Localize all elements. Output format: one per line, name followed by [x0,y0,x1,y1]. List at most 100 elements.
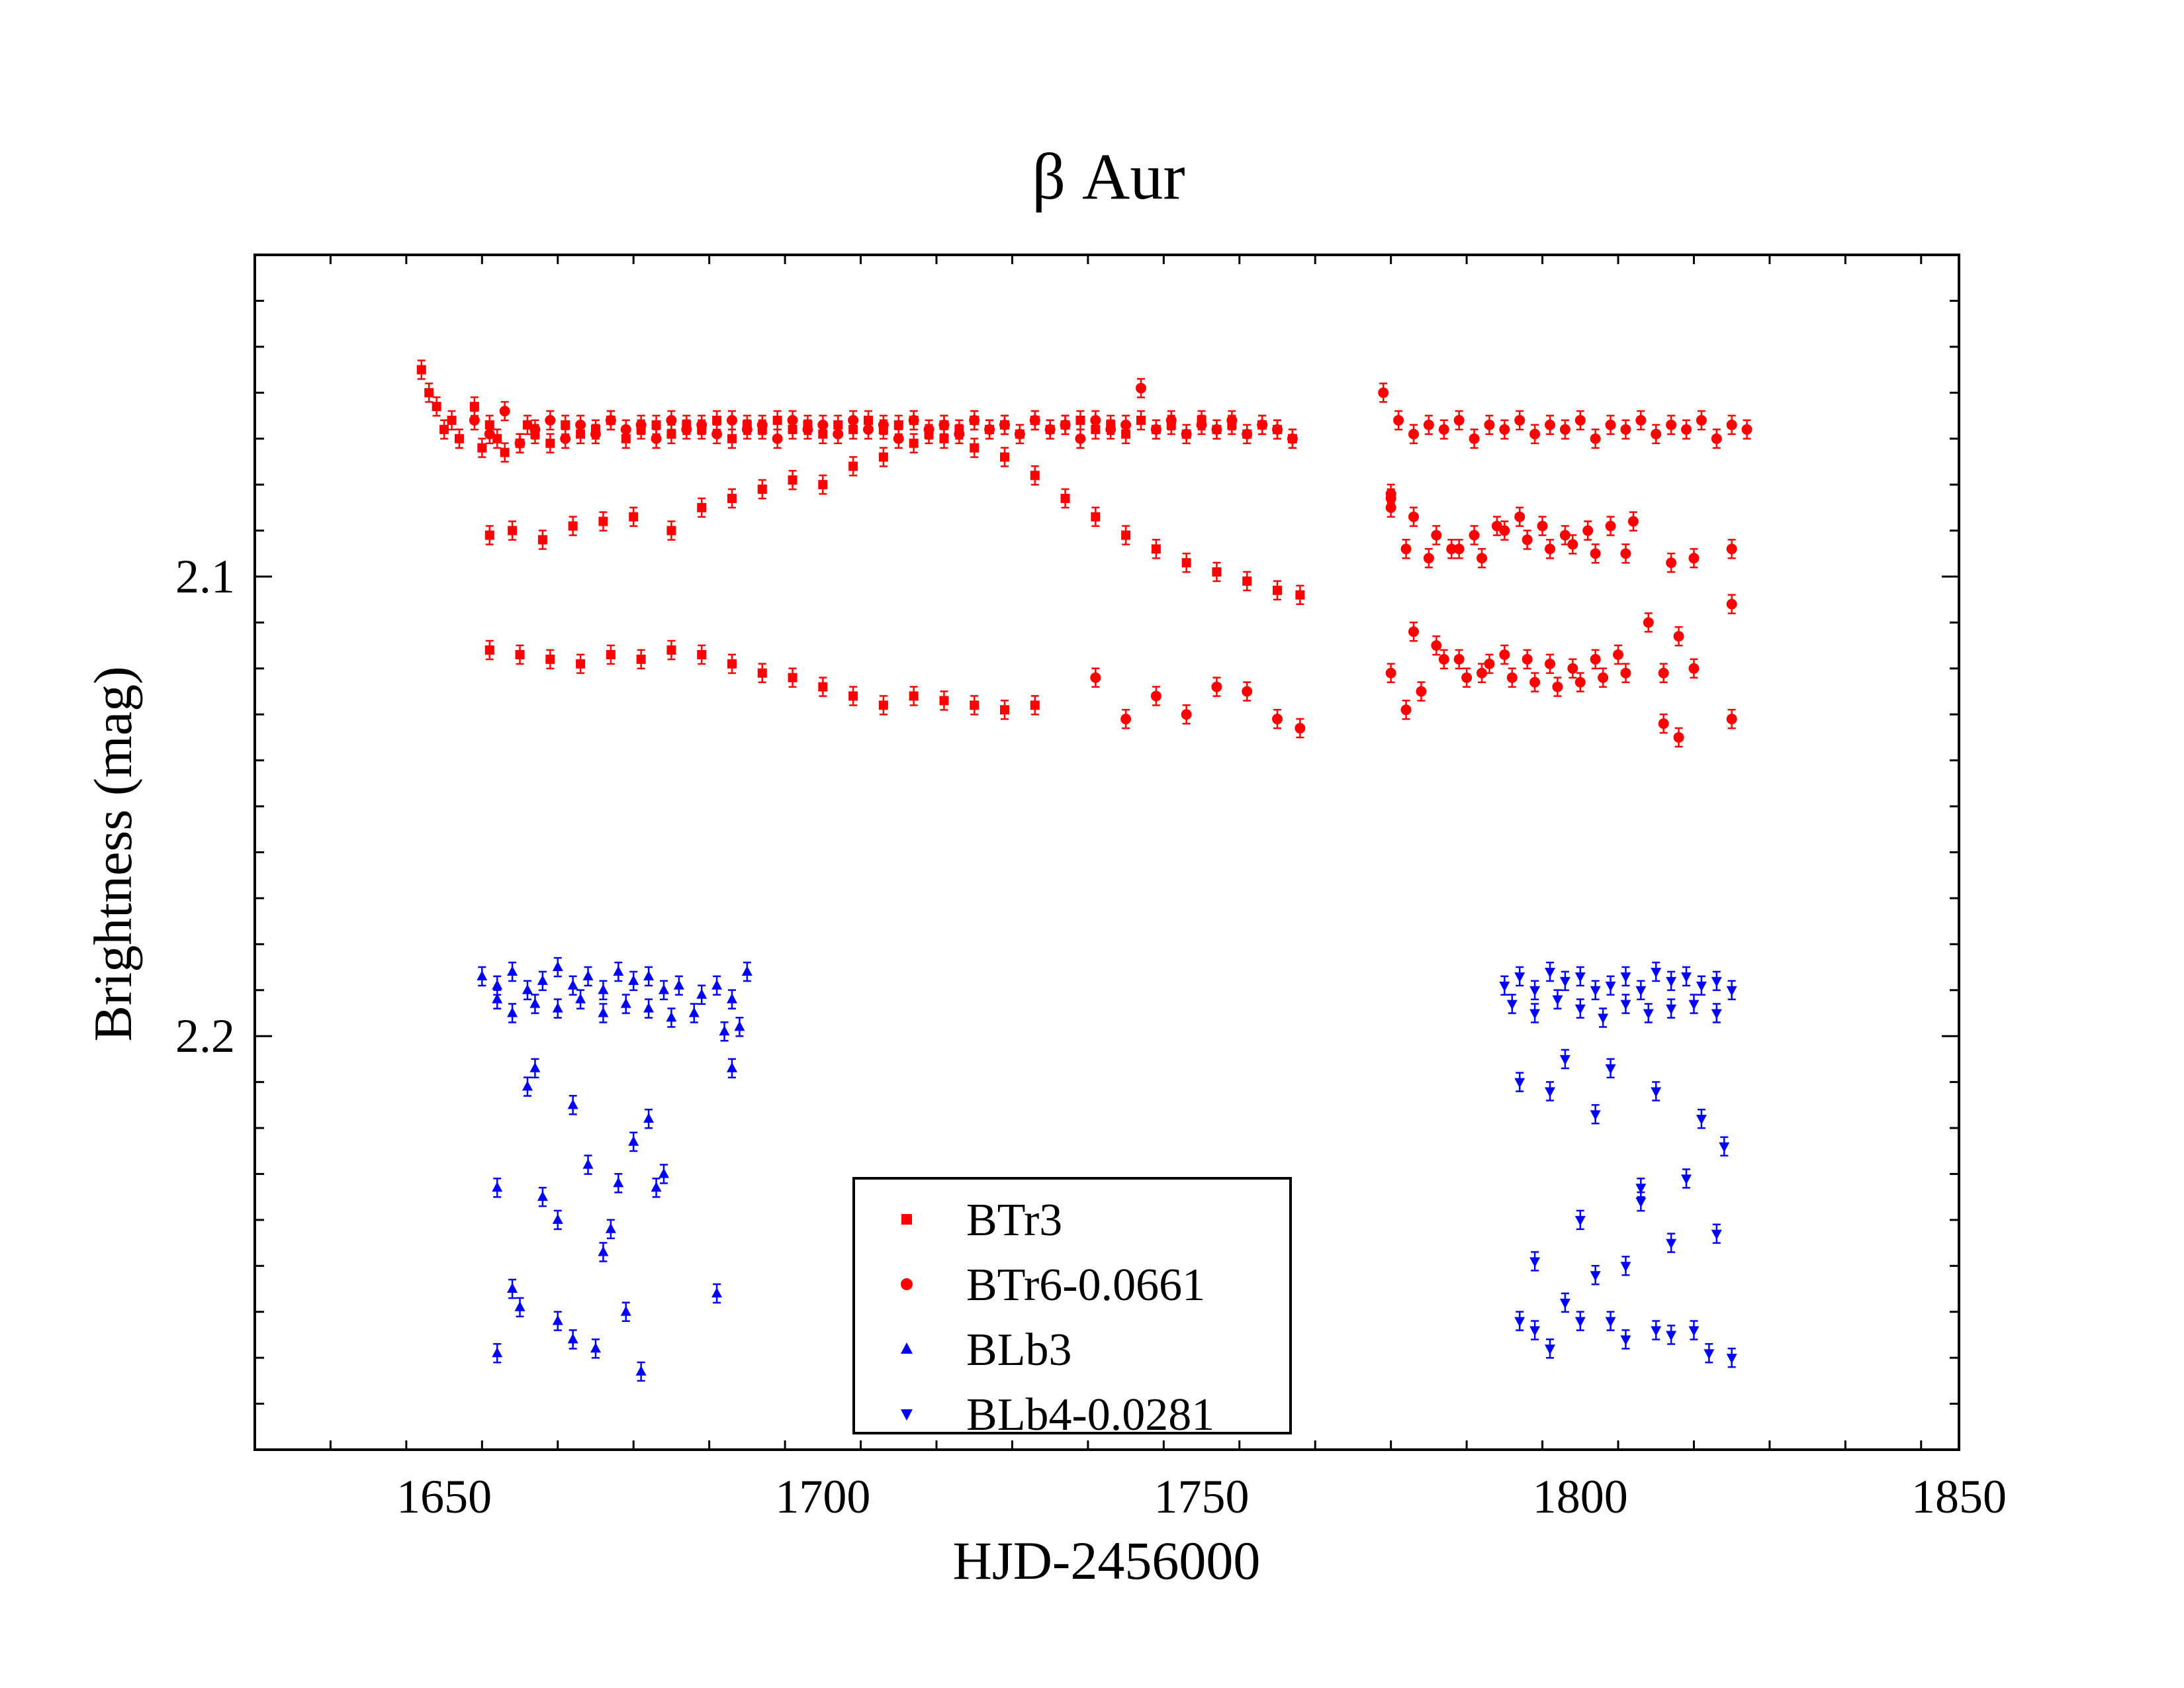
data-point [1529,1009,1541,1019]
data-point [643,1113,655,1123]
data-point [1704,1349,1715,1360]
data-point [908,414,919,426]
data-point [507,1283,518,1293]
data-point [651,420,661,430]
data-point [1491,520,1502,532]
data-point [492,434,502,444]
data-point [620,1305,631,1316]
data-point [817,419,829,430]
data-point [1688,663,1700,674]
data-point [590,1342,601,1353]
data-point [552,1213,563,1224]
data-point [1582,525,1594,536]
data-point [1726,714,1737,725]
data-point [1165,414,1177,426]
data-point [1651,968,1662,978]
data-point [1574,1004,1586,1015]
data-point [1181,428,1192,440]
data-point [424,388,434,398]
data-point [1552,995,1563,1006]
data-point [1559,976,1570,987]
data-point [477,970,488,980]
data-point [1590,1271,1601,1282]
data-point [1151,544,1161,554]
data-point [1529,677,1541,688]
data-point [999,419,1010,430]
data-point [681,424,692,435]
data-point [1091,512,1101,522]
data-point [1150,690,1161,702]
data-point [1431,530,1442,541]
data-point [1688,1000,1700,1010]
data-point [1620,972,1631,982]
series-blb4-0-0281 [1499,961,1737,1368]
data-point [529,424,541,435]
data-point [1150,424,1161,435]
data-point [1257,419,1268,430]
data-point [727,414,737,426]
data-point [848,691,858,701]
data-point [1666,976,1677,987]
data-point [1696,981,1707,992]
data-point [1272,714,1283,725]
data-point [1242,428,1253,440]
legend-label: BTr3 [966,1195,1062,1246]
data-point [727,659,737,669]
y-axis-label: Brightness (mag) [83,666,143,1041]
data-point [620,424,631,435]
data-point [582,970,594,980]
data-point [477,443,487,453]
data-point [545,654,555,664]
data-point [1408,626,1419,637]
legend-label: BLb4-0.0281 [966,1389,1214,1440]
data-point [757,668,767,678]
data-point [711,1287,723,1297]
data-point [1711,433,1722,444]
data-point [537,535,547,545]
data-point [1574,414,1586,426]
data-point [711,979,723,990]
x-tick-label: 1650 [396,1470,492,1523]
legend-label: BLb3 [966,1325,1071,1376]
data-point [1295,723,1306,734]
data-point [727,993,737,1004]
data-point [1136,383,1146,394]
data-point [576,659,586,669]
data-point [1522,534,1533,545]
data-point [1484,658,1495,669]
data-point [666,645,676,655]
legend-marker [901,1409,913,1421]
data-point [1559,424,1570,435]
data-point [1605,981,1616,992]
data-point [492,1347,503,1358]
data-point [484,428,495,440]
data-point [1529,1257,1541,1268]
data-point [1651,1087,1662,1098]
data-point [1529,1326,1541,1336]
data-point [969,414,980,426]
data-point [1711,1229,1722,1240]
data-point [1378,387,1389,399]
data-point [818,480,828,490]
data-point [1211,424,1222,435]
data-point [772,415,782,425]
data-point [567,1099,578,1109]
data-point [1719,1142,1730,1152]
data-point [1590,548,1601,559]
data-point [605,414,616,426]
data-point [552,1315,563,1325]
data-point [1499,424,1510,435]
data-point [1666,1239,1677,1249]
data-point [1545,543,1555,555]
y-axis-ticks: 2.1 2.2 [175,299,1959,1451]
data-point [1605,520,1616,532]
data-point [1453,414,1465,426]
data-point [567,979,578,990]
data-point [712,415,722,425]
data-point [598,1007,609,1017]
y-tick-label: 2.2 [175,1009,235,1062]
data-point [1196,419,1207,430]
data-point [1385,489,1396,499]
data-point [788,475,797,485]
